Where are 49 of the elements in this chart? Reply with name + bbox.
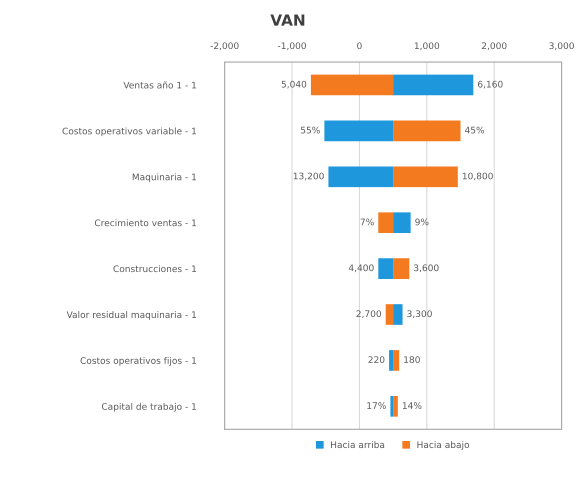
annotation: 3,300 [407, 310, 432, 318]
y-tick-label: Costos operativos variable - 1 [62, 127, 196, 136]
y-tick-label: Valor residual maquinaria - 1 [66, 311, 196, 320]
bar [378, 258, 394, 279]
y-tick-label: Costos operativos fijos - 1 [80, 357, 196, 366]
annotation: 55% [300, 126, 320, 134]
x-tick-label: -1,000 [278, 42, 306, 50]
x-tick-label: 1,000 [414, 42, 440, 50]
bar [393, 258, 410, 279]
bar [378, 212, 394, 234]
x-tick-label: 3,000 [549, 42, 574, 50]
annotation: 180 [404, 356, 420, 364]
bar [393, 350, 400, 371]
bar [310, 74, 394, 96]
bar [390, 396, 394, 417]
annotation: 5,040 [282, 80, 306, 89]
annotation: 3,600 [414, 264, 439, 272]
bar [328, 166, 394, 188]
annotation: 220 [368, 356, 384, 364]
y-tick-label: Ventas año 1 - 1 [123, 81, 196, 89]
y-tick-label: Crecimiento ventas - 1 [94, 219, 196, 226]
x-tick-label: -2,000 [210, 42, 239, 50]
bar [393, 74, 474, 96]
bar [393, 396, 398, 417]
bar [389, 350, 394, 371]
y-tick-label: Maquinaria - 1 [132, 173, 196, 182]
annotation: 13,200 [294, 172, 324, 180]
annotation: 14% [402, 402, 422, 409]
annotation: 9% [415, 218, 429, 226]
annotation: 6,160 [478, 80, 503, 89]
bar [393, 120, 461, 142]
annotation: 10,800 [462, 172, 493, 180]
annotation: 4,400 [348, 264, 374, 272]
annotation: 45% [464, 126, 484, 134]
x-tick-label: 2,000 [482, 42, 507, 50]
legend-label: Hacia abajo [417, 441, 470, 450]
bar [393, 304, 403, 325]
legend-label: Hacia arriba [331, 441, 384, 448]
y-tick-label: Capital de trabajo - 1 [102, 402, 196, 412]
y-tick-label: Construcciones - 1 [113, 265, 196, 272]
x-tick-label: 0 [357, 42, 362, 50]
annotation: 7% [360, 218, 374, 226]
bar [386, 304, 394, 325]
bar [324, 120, 394, 142]
bar [393, 212, 411, 234]
annotation: 17% [367, 402, 386, 409]
chart-title: VAN [270, 14, 304, 26]
bar [393, 166, 458, 188]
annotation: 2,700 [356, 310, 382, 318]
